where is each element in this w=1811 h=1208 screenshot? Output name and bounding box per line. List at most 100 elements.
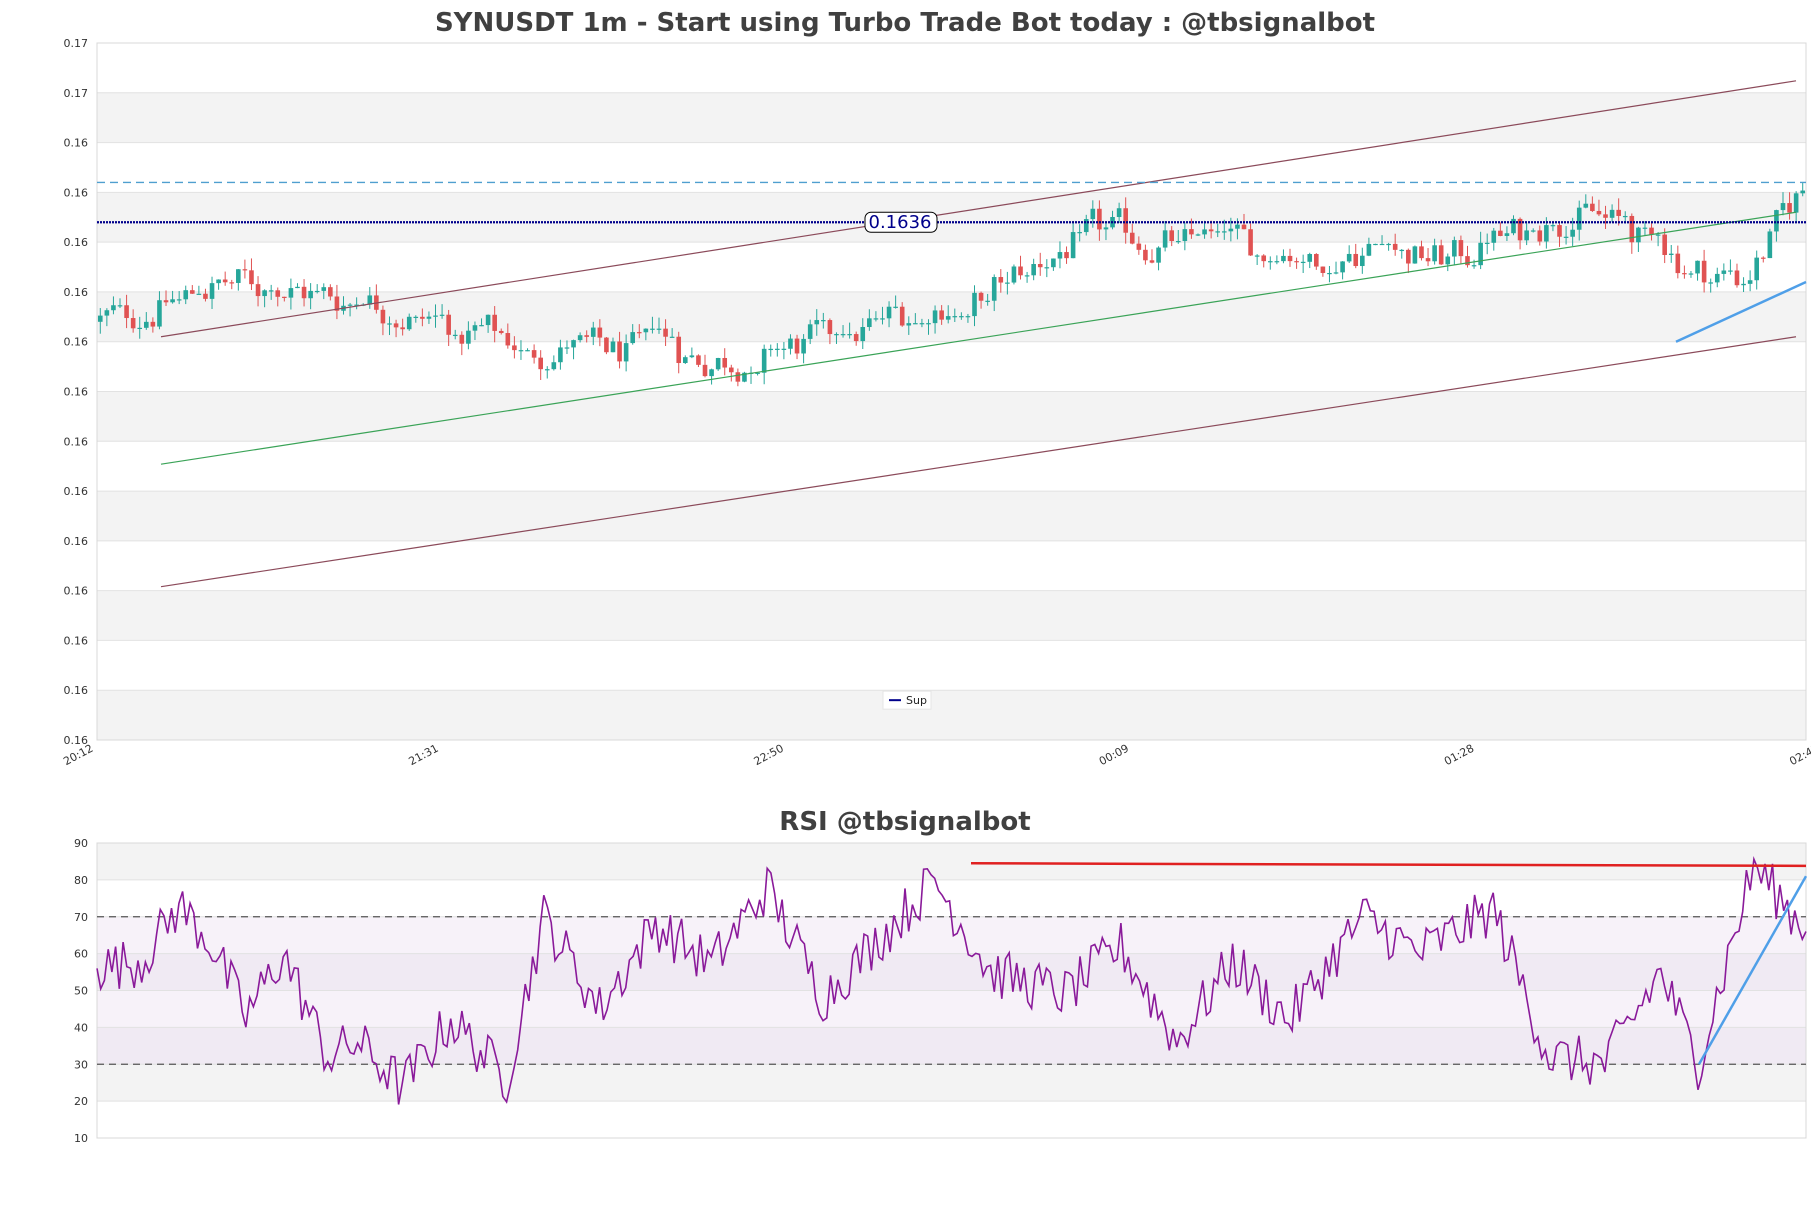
support-label-box <box>864 211 938 233</box>
candle-up <box>564 347 570 349</box>
candle-up <box>682 357 688 364</box>
candle-down <box>380 309 386 324</box>
candle-up <box>715 357 721 370</box>
candle-up <box>236 269 241 283</box>
candle-up <box>387 323 392 325</box>
candle-up <box>176 299 182 301</box>
candle-down <box>334 296 340 311</box>
rsi-grid-band <box>97 953 1806 991</box>
candle-up <box>111 305 116 311</box>
candle-up <box>959 316 964 318</box>
rsi-y-tick-label: 70 <box>74 911 88 924</box>
candle-down <box>1590 203 1595 211</box>
candle-up <box>669 336 675 338</box>
candle-down <box>163 300 169 303</box>
candle-down <box>492 314 497 331</box>
candle-up <box>972 292 977 317</box>
candle-up <box>1708 282 1713 284</box>
candle-down <box>1616 209 1621 216</box>
candle-down <box>1557 225 1562 237</box>
rsi-chart-title: RSI @tbsignalbot <box>779 807 1030 837</box>
candle-up <box>1668 253 1674 255</box>
candle-up <box>991 277 997 301</box>
candle-down <box>1248 229 1253 256</box>
y-tick-label: 0.16 <box>64 435 89 448</box>
price-grid-band <box>97 291 1806 342</box>
candle-down <box>459 334 465 344</box>
x-tick-label: 00:09 <box>1097 742 1131 768</box>
candle-up <box>913 323 918 325</box>
candle-up <box>137 327 143 330</box>
candle-up <box>347 304 353 306</box>
y-tick-label: 0.17 <box>64 37 89 50</box>
price-grid-band <box>97 391 1806 442</box>
candle-up <box>367 295 373 305</box>
candle-down <box>696 355 701 365</box>
legend-box <box>882 690 932 710</box>
price-grid-band <box>97 242 1806 292</box>
candle-up <box>755 372 760 374</box>
candle-down <box>1136 243 1142 250</box>
candle-up <box>1774 210 1779 232</box>
candle-up <box>183 290 189 300</box>
candle-up <box>314 290 320 293</box>
candle-up <box>1432 245 1437 262</box>
candle-up <box>1576 207 1582 230</box>
candle-down <box>150 321 156 327</box>
candle-down <box>512 345 517 351</box>
candle-down <box>538 357 543 370</box>
candle-down <box>1169 230 1174 242</box>
rsi-grid-band <box>97 1027 1806 1065</box>
candle-down <box>1629 215 1635 243</box>
candle-up <box>1274 261 1280 263</box>
y-tick-label: 0.16 <box>64 535 89 548</box>
candle-up <box>919 323 925 325</box>
candle-down <box>130 318 136 329</box>
candle-up <box>1642 227 1648 229</box>
candle-up <box>288 288 294 298</box>
candle-up <box>788 338 793 349</box>
candle-down <box>1465 256 1470 266</box>
candle-up <box>814 320 820 325</box>
candle-up <box>1090 208 1096 220</box>
candle-down <box>729 367 734 373</box>
price-trend-line <box>1675 280 1807 343</box>
candle-up <box>880 318 885 320</box>
candle-up <box>1636 227 1641 243</box>
candle-up <box>1695 260 1700 274</box>
rsi-trend-line <box>1697 875 1808 1065</box>
candle-up <box>1346 253 1352 262</box>
candle-up <box>742 372 747 382</box>
candle-down <box>1662 234 1667 255</box>
y-tick-label: 0.16 <box>64 684 89 697</box>
candle-up <box>262 290 267 297</box>
candle-down <box>676 336 682 364</box>
candle-up <box>1386 243 1391 246</box>
candle-down <box>1189 229 1194 235</box>
candle-down <box>1149 260 1155 263</box>
candle-down <box>794 338 800 354</box>
candle-up <box>1754 257 1760 281</box>
candle-down <box>604 337 609 353</box>
candle-up <box>1379 243 1385 246</box>
candle-up <box>1281 255 1286 262</box>
candle-up <box>1333 272 1339 274</box>
candle-down <box>1701 260 1707 283</box>
candle-up <box>558 347 563 363</box>
candle-up <box>768 348 774 351</box>
candle-up <box>104 310 110 316</box>
candle-up <box>1011 266 1017 283</box>
price-grid-band <box>97 491 1806 541</box>
candle-up <box>1800 190 1806 194</box>
price-grid-band <box>97 590 1806 641</box>
candle-up <box>1221 231 1227 233</box>
candle-up <box>886 306 892 319</box>
price-grid-band <box>97 540 1806 591</box>
candle-up <box>1780 203 1786 211</box>
candle-up <box>308 290 313 299</box>
candle-up <box>1031 264 1036 276</box>
candle-up <box>479 325 484 327</box>
candle-up <box>1530 230 1536 232</box>
